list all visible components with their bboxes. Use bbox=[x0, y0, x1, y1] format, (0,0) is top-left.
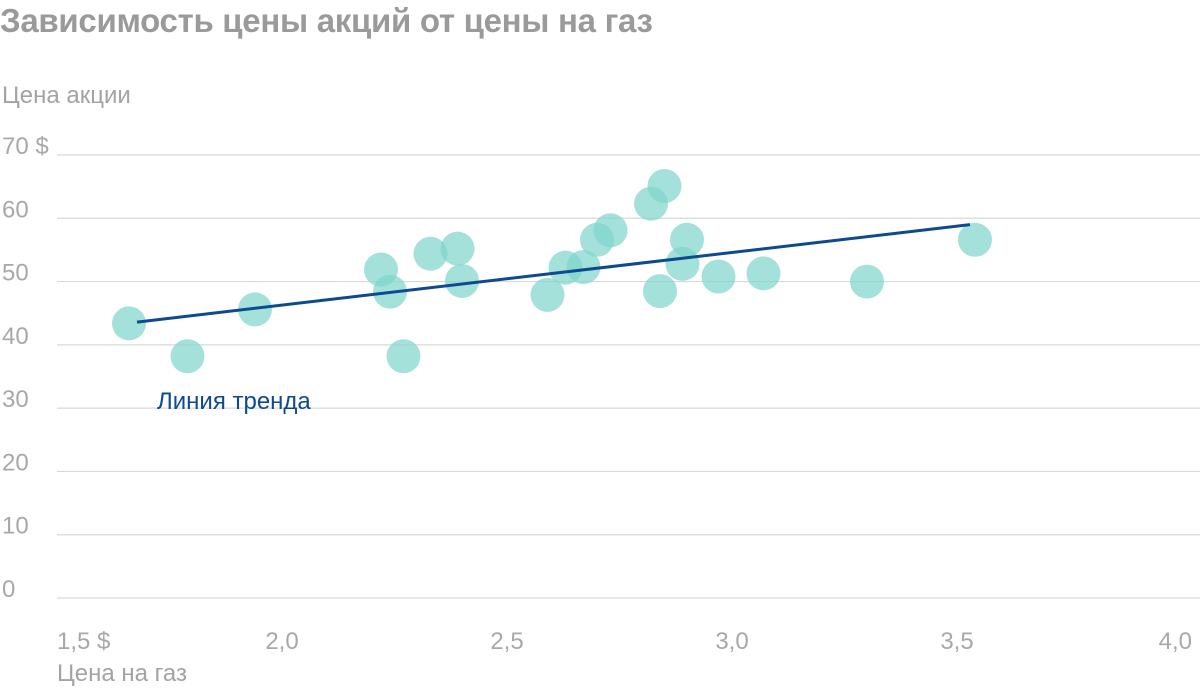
x-tick-label: 4,0 bbox=[1159, 628, 1192, 655]
x-axis-label: Цена на газ bbox=[57, 660, 187, 687]
x-tick-label: 1,5 $ bbox=[57, 628, 110, 655]
data-point bbox=[670, 222, 704, 257]
x-tick-label: 2,0 bbox=[265, 628, 298, 655]
y-tick-label: 50 bbox=[2, 260, 29, 287]
data-point bbox=[445, 263, 479, 298]
data-point bbox=[386, 339, 421, 374]
data-points bbox=[112, 169, 992, 374]
data-point bbox=[850, 264, 884, 299]
x-tick-label: 3,5 bbox=[940, 628, 973, 655]
y-tick-label: 60 bbox=[2, 196, 29, 223]
data-point bbox=[413, 236, 448, 271]
data-point bbox=[746, 256, 781, 291]
data-point bbox=[112, 306, 146, 341]
data-point bbox=[958, 222, 992, 257]
chart-title: Зависимость цены акций от цены на газ bbox=[0, 2, 653, 39]
x-tick-label: 2,5 bbox=[490, 628, 523, 655]
y-tick-labels: 70 $ 60 50 40 30 20 10 0 bbox=[2, 133, 49, 603]
data-point bbox=[647, 169, 682, 204]
y-tick-label: 40 bbox=[2, 323, 29, 350]
data-point bbox=[440, 231, 475, 266]
y-axis-label: Цена акции bbox=[2, 82, 131, 109]
data-point bbox=[701, 259, 736, 294]
y-tick-label: 70 $ bbox=[2, 133, 49, 160]
trend-line-group: Линия тренда bbox=[136, 223, 971, 415]
data-point bbox=[170, 339, 205, 374]
y-tick-label: 20 bbox=[2, 449, 29, 476]
y-tick-label: 10 bbox=[2, 513, 29, 540]
data-point bbox=[530, 277, 565, 312]
x-tick-labels: 1,5 $ 2,0 2,5 3,0 3,5 4,0 bbox=[57, 628, 1192, 655]
x-tick-label: 3,0 bbox=[715, 628, 748, 655]
trend-line-label: Линия тренда bbox=[157, 388, 311, 415]
y-tick-label: 30 bbox=[2, 386, 29, 413]
data-point bbox=[593, 213, 628, 248]
trend-line bbox=[136, 223, 971, 324]
data-point bbox=[566, 250, 601, 285]
gridlines bbox=[57, 154, 1200, 599]
data-point bbox=[643, 274, 677, 309]
y-tick-label: 0 bbox=[2, 576, 15, 603]
